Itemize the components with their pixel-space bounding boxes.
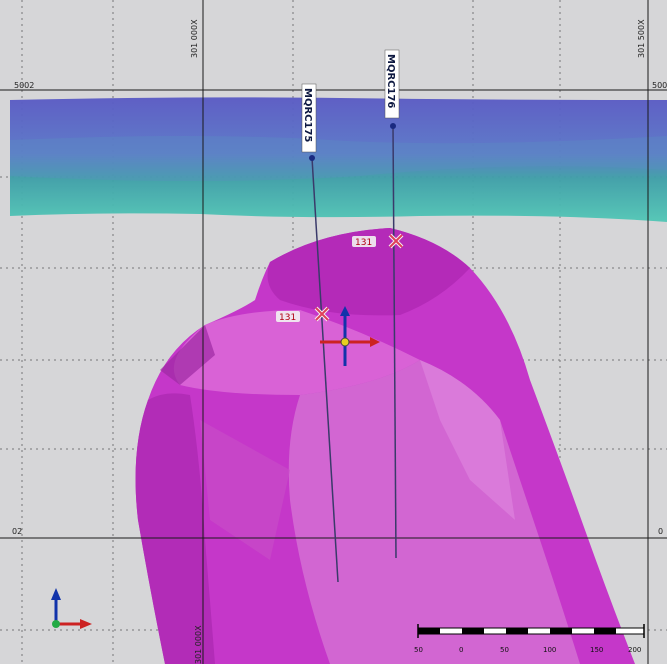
axis-east-arrow-icon bbox=[80, 619, 92, 629]
grid-label-right-2: 0 bbox=[658, 527, 663, 536]
axis-up-arrow-icon bbox=[51, 588, 61, 600]
drillhole-label-mqrc175[interactable]: MQRC175 bbox=[301, 83, 317, 153]
scale-tick-label: 200 bbox=[628, 646, 641, 654]
scale-tick-label: 0 bbox=[459, 646, 463, 654]
gizmo-center-icon[interactable] bbox=[340, 337, 350, 347]
grid-label-right-1: 500 bbox=[652, 81, 667, 90]
orientation-triad bbox=[51, 588, 92, 629]
intercept-marker[interactable]: 131 bbox=[352, 233, 404, 249]
grid-label-bottom-1: 301 000X bbox=[194, 625, 203, 664]
intercept-marker[interactable]: 131 bbox=[276, 306, 330, 323]
orebody-solid bbox=[135, 228, 636, 664]
drillhole-collar[interactable] bbox=[309, 155, 315, 161]
axis-north-dot-icon bbox=[52, 620, 60, 628]
drillhole-label-mqrc176[interactable]: MQRC176 bbox=[384, 49, 400, 119]
surface-band bbox=[10, 97, 667, 222]
grid-label-left-2: 02 bbox=[12, 527, 22, 536]
intercept-depth-label: 131 bbox=[355, 238, 372, 248]
scale-tick-label: 150 bbox=[590, 646, 603, 654]
transform-gizmo[interactable] bbox=[320, 306, 380, 366]
intercept-depth-label: 131 bbox=[279, 313, 296, 323]
grid-label-left-1: 5002 bbox=[14, 81, 34, 90]
gizmo-y-arrow-icon[interactable] bbox=[340, 306, 350, 316]
scale-bar: 50 0 50 100 150 200 bbox=[414, 624, 645, 654]
grid-label-top-2: 301 500X bbox=[637, 19, 646, 58]
scale-tick-label: 100 bbox=[543, 646, 556, 654]
drillhole-name: MQRC175 bbox=[302, 88, 313, 142]
drillhole-collar[interactable] bbox=[390, 123, 396, 129]
scale-tick-label: 50 bbox=[414, 646, 423, 654]
scale-tick-label: 50 bbox=[500, 646, 509, 654]
grid-label-top-1: 301 000X bbox=[190, 19, 199, 58]
drillhole-traces bbox=[311, 125, 397, 583]
gizmo-x-arrow-icon[interactable] bbox=[370, 337, 380, 347]
drillhole-name: MQRC176 bbox=[385, 54, 396, 108]
